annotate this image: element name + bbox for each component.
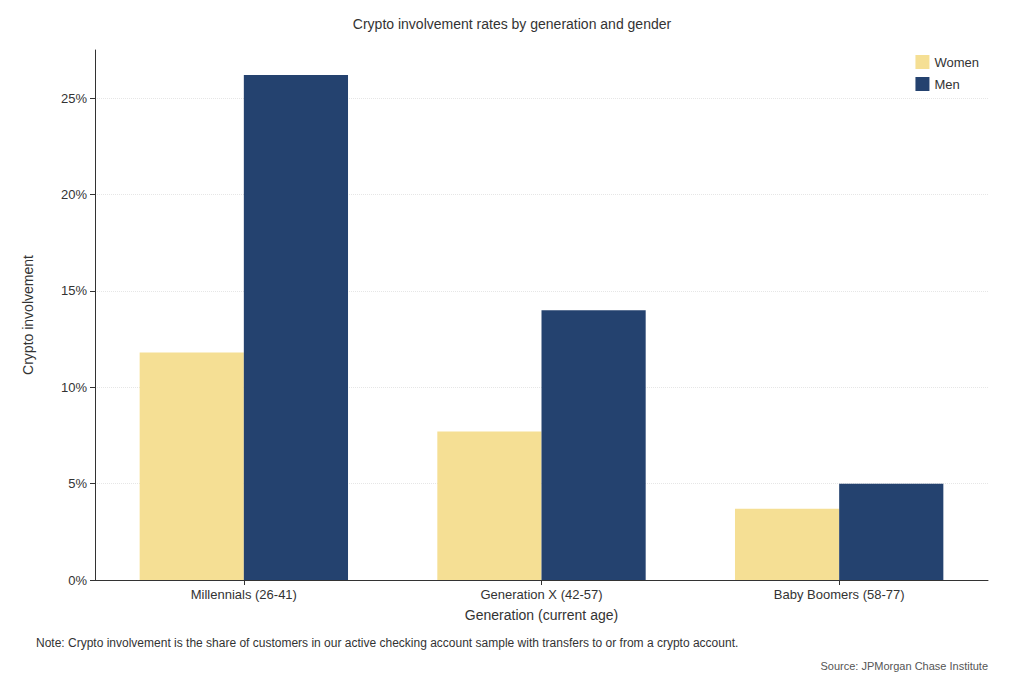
svg-text:10%: 10% [61,380,87,395]
svg-text:Generation X (42-57): Generation X (42-57) [480,587,602,602]
svg-text:15%: 15% [61,283,87,298]
svg-text:0%: 0% [68,573,87,588]
svg-text:Crypto involvement rates by ge: Crypto involvement rates by generation a… [353,16,672,32]
svg-text:Men: Men [934,77,959,92]
svg-text:5%: 5% [68,476,87,491]
svg-text:Note: Crypto involvement is th: Note: Crypto involvement is the share of… [36,636,738,650]
svg-text:Millennials (26-41): Millennials (26-41) [191,587,297,602]
svg-text:Women: Women [934,55,979,70]
svg-text:Crypto involvement: Crypto involvement [20,255,36,375]
svg-text:20%: 20% [61,187,87,202]
svg-text:Baby Boomers (58-77): Baby Boomers (58-77) [774,587,905,602]
svg-text:Generation (current age): Generation (current age) [465,607,618,623]
svg-text:25%: 25% [61,91,87,106]
svg-text:Source: JPMorgan Chase Institu: Source: JPMorgan Chase Institute [820,660,988,672]
